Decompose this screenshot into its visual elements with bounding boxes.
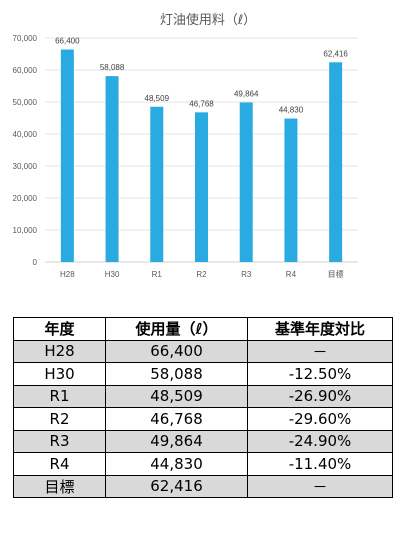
bar [329,62,343,262]
data-label: 44,830 [279,106,304,115]
x-tick-label: H30 [105,270,120,279]
table-header-row: 年度 使用量（ℓ） 基準年度対比 [13,317,393,341]
x-tick-label: 目標 [328,269,344,279]
bar [60,49,74,262]
bar [239,102,253,262]
cell-year: R2 [13,407,106,431]
cell-ratio: -29.60% [247,407,393,431]
cell-year: R1 [13,384,106,408]
x-tick-label: R4 [286,270,297,279]
y-tick-label: 50,000 [13,98,38,107]
cell-year: R4 [13,452,106,476]
data-label: 58,088 [100,63,125,72]
cell-year: 目標 [13,474,106,498]
cell-ratio: － [247,474,393,498]
y-tick-label: 60,000 [13,66,38,75]
table-row: 目標 62,416 － [13,474,393,498]
table-row: R3 49,864 -24.90% [13,429,393,453]
y-tick-label: 30,000 [13,162,38,171]
cell-usage: 44,830 [105,452,248,476]
x-tick-label: R2 [196,270,207,279]
x-axis-tick-labels: H28 H30 R1 R2 R3 R4 目標 [60,269,344,279]
header-usage: 使用量（ℓ） [105,317,248,341]
cell-ratio: -26.90% [247,384,393,408]
cell-ratio: -11.40% [247,452,393,476]
data-label: 66,400 [55,37,80,46]
table-row: H30 58,088 -12.50% [13,362,393,386]
table-row: H28 66,400 － [13,339,393,363]
bars [60,49,343,262]
bar [195,112,208,262]
data-label: 49,864 [234,89,259,98]
bar [150,106,164,262]
y-axis-tick-labels: 0 10,000 20,000 30,000 40,000 50,000 60,000 70,… [13,34,38,267]
cell-year: H30 [13,362,106,386]
cell-usage: 58,088 [105,362,248,386]
table-row: R2 46,768 -29.60% [13,407,393,431]
cell-usage: 48,509 [105,384,248,408]
bar [284,118,298,262]
cell-usage: 62,416 [105,474,248,498]
y-tick-label: 20,000 [13,194,38,203]
data-label: 46,768 [189,99,214,108]
data-table: 年度 使用量（ℓ） 基準年度対比 H28 66,400 － H30 58,088… [13,317,393,498]
cell-ratio: -12.50% [247,362,393,386]
cell-ratio: -24.90% [247,429,393,453]
cell-year: R3 [13,429,106,453]
table-row: R4 44,830 -11.40% [13,452,393,476]
x-tick-label: R3 [241,270,252,279]
x-tick-label: R1 [152,270,163,279]
cell-usage: 46,768 [105,407,248,431]
header-year: 年度 [13,317,106,341]
y-tick-label: 40,000 [13,130,38,139]
data-label: 48,509 [145,94,170,103]
cell-year: H28 [13,339,106,363]
cell-ratio: － [247,339,393,363]
table-row: R1 48,509 -26.90% [13,384,393,408]
cell-usage: 66,400 [105,339,248,363]
y-tick-label: 70,000 [13,34,38,43]
data-labels: 66,400 58,088 48,509 46,768 49,864 44,830 62,4… [55,37,348,115]
bar-chart: 灯油使用料（ℓ） 0 10,000 20,000 30,000 40,000 50,000… [13,12,358,279]
header-ratio: 基準年度対比 [247,317,393,341]
x-tick-label: H28 [60,270,75,279]
bar [105,76,119,262]
y-tick-label: 0 [33,258,38,267]
y-tick-label: 10,000 [13,226,38,235]
data-label: 62,416 [323,49,348,58]
chart-title: 灯油使用料（ℓ） [160,12,256,28]
cell-usage: 49,864 [105,429,248,453]
